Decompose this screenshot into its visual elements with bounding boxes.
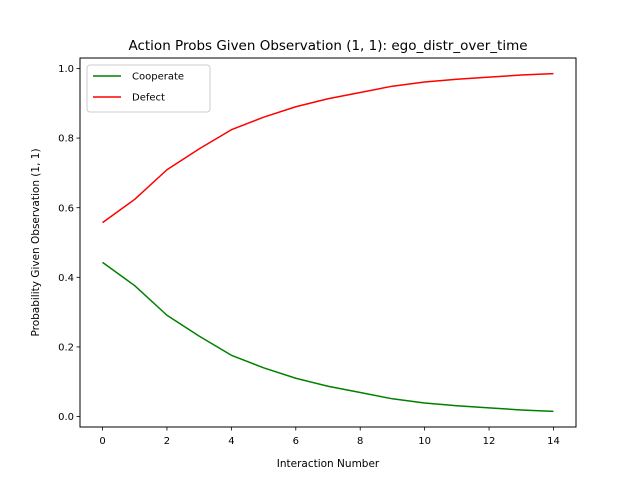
series-line-cooperate xyxy=(102,261,554,413)
y-tick-label-1: 0.2 xyxy=(58,343,74,354)
x-tick-label-10: 10 xyxy=(418,436,431,447)
x-tick-label-8: 8 xyxy=(357,436,363,447)
axes-frame xyxy=(79,57,577,428)
y-tick-label-3: 0.6 xyxy=(58,203,74,214)
legend-label-cooperate: Cooperate xyxy=(132,72,184,83)
y-tick-label-0: 0.0 xyxy=(58,412,74,423)
y-tick-label-4: 0.8 xyxy=(58,134,74,145)
y-tick-label-5: 1.0 xyxy=(58,64,74,75)
series-line-defect xyxy=(102,72,554,224)
x-axis: 0 2 4 6 8 10 12 14 xyxy=(99,427,560,447)
plot-lines xyxy=(102,72,554,413)
y-axis: 0.0 0.2 0.4 0.6 0.8 1.0 xyxy=(58,64,80,423)
legend: Cooperate Defect xyxy=(86,64,211,113)
chart-title: Action Probs Given Observation (1, 1): e… xyxy=(128,38,527,54)
legend-label-defect: Defect xyxy=(132,93,165,104)
y-axis-title: Probability Given Observation (1, 1) xyxy=(30,148,42,336)
x-tick-label-14: 14 xyxy=(547,436,560,447)
x-tick-label-4: 4 xyxy=(228,436,234,447)
x-tick-label-2: 2 xyxy=(164,436,170,447)
x-tick-label-12: 12 xyxy=(483,436,496,447)
x-tick-label-6: 6 xyxy=(293,436,299,447)
x-axis-title: Interaction Number xyxy=(277,458,380,470)
x-tick-label-0: 0 xyxy=(99,436,105,447)
y-tick-label-2: 0.4 xyxy=(58,273,74,284)
